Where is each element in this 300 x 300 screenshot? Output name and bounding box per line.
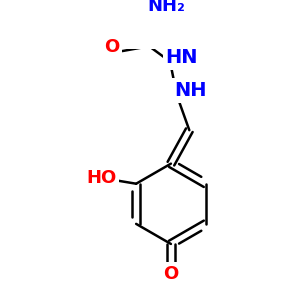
Text: NH: NH [174,81,206,101]
Text: NH₂: NH₂ [147,0,185,14]
Text: O: O [163,265,178,283]
Text: HO: HO [86,169,116,187]
Text: O: O [104,38,119,56]
Text: HN: HN [166,48,198,67]
